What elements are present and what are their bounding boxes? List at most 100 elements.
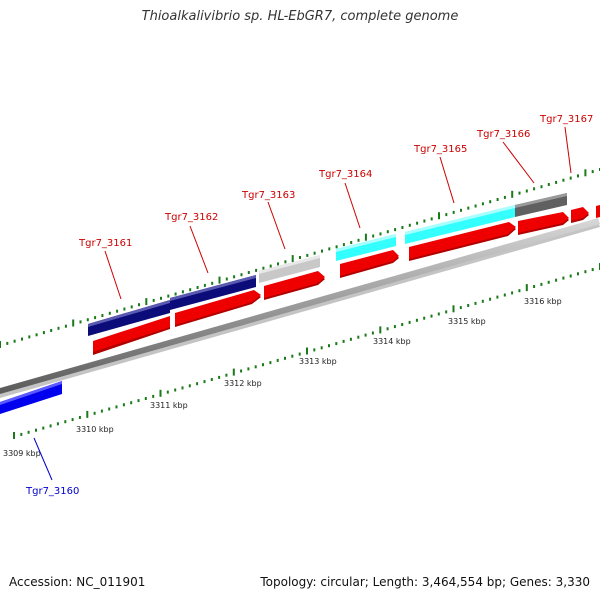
- minor-tick: [247, 367, 250, 371]
- gene-label[interactable]: Tgr7_3160: [25, 486, 79, 497]
- minor-tick: [115, 405, 118, 409]
- minor-tick: [371, 331, 374, 335]
- minor-tick: [189, 288, 192, 292]
- gene-label[interactable]: Tgr7_3165: [413, 144, 467, 155]
- gene-label[interactable]: Tgr7_3166: [476, 129, 530, 140]
- minor-tick: [452, 210, 455, 214]
- cds-arrow: [409, 222, 516, 259]
- major-tick: [452, 305, 455, 313]
- minor-tick: [225, 277, 228, 281]
- position-scale-labels: 3309 kbp 3310 kbp 3311 kbp 3312 kbp 3313…: [3, 297, 562, 458]
- major-tick: [364, 233, 367, 241]
- minor-tick: [247, 271, 250, 274]
- minor-tick: [299, 256, 301, 259]
- minor-tick: [166, 390, 169, 394]
- minor-tick: [328, 247, 331, 251]
- gene-bar-highlight: [405, 205, 515, 235]
- minor-tick: [415, 318, 418, 322]
- minor-tick: [342, 339, 345, 343]
- major-tick: [145, 298, 148, 306]
- leader-tgr7-3162: [189, 225, 209, 274]
- minor-tick: [6, 341, 9, 345]
- minor-tick: [28, 335, 31, 339]
- minor-tick: [584, 270, 587, 274]
- minor-tick: [64, 324, 67, 328]
- minor-tick: [108, 407, 111, 411]
- minor-tick: [86, 318, 89, 322]
- minor-tick: [269, 361, 272, 365]
- minor-tick: [474, 301, 477, 305]
- gene-label[interactable]: Tgr7_3164: [318, 169, 372, 180]
- minor-tick: [42, 331, 45, 335]
- minor-tick: [569, 176, 572, 180]
- position-label: 3311 kbp: [150, 401, 188, 410]
- minor-tick: [393, 325, 396, 329]
- minor-tick: [42, 426, 45, 430]
- major-tick: [525, 284, 528, 292]
- minor-tick: [93, 411, 96, 415]
- minor-tick: [496, 198, 499, 201]
- minor-tick: [437, 312, 440, 316]
- minor-tick: [174, 292, 177, 296]
- cds-arrow: [518, 212, 569, 233]
- minor-tick: [320, 346, 323, 350]
- major-tick: [218, 276, 221, 284]
- leader-tgr7-3164: [344, 182, 361, 229]
- minor-tick: [518, 191, 521, 195]
- cds-arrow: [596, 205, 600, 218]
- position-label: 3309 kbp: [3, 449, 41, 458]
- minor-tick: [591, 170, 594, 174]
- minor-tick: [364, 333, 367, 337]
- minor-tick: [321, 249, 323, 253]
- minor-tick: [562, 178, 565, 182]
- minor-tick: [35, 428, 37, 432]
- minor-tick: [196, 382, 199, 386]
- minor-tick: [489, 200, 492, 204]
- minor-tick: [210, 378, 213, 381]
- minor-tick: [181, 290, 184, 294]
- topology-text: Topology: circular; Length: 3,464,554 bp…: [260, 575, 590, 589]
- minor-tick: [372, 234, 375, 238]
- minor-tick: [50, 329, 53, 332]
- minor-tick: [525, 189, 528, 193]
- accession-text: Accession: NC_011901: [9, 575, 146, 589]
- minor-tick: [130, 305, 133, 309]
- minor-tick: [298, 352, 301, 356]
- position-label: 3310 kbp: [76, 425, 114, 434]
- minor-tick: [313, 348, 316, 352]
- gene-label[interactable]: Tgr7_3162: [164, 212, 218, 223]
- major-tick: [511, 190, 514, 198]
- position-label: 3315 kbp: [448, 317, 486, 326]
- minor-tick: [569, 274, 572, 278]
- position-label: 3313 kbp: [299, 357, 337, 366]
- major-tick: [584, 169, 587, 177]
- minor-tick: [401, 323, 404, 326]
- minor-tick: [555, 180, 558, 184]
- gene-label[interactable]: Tgr7_3161: [78, 238, 132, 249]
- minor-tick: [203, 283, 206, 287]
- major-tick: [0, 341, 1, 348]
- minor-tick: [276, 358, 279, 362]
- minor-tick: [445, 213, 448, 217]
- minor-tick: [394, 228, 397, 232]
- minor-tick: [335, 245, 338, 249]
- minor-tick: [71, 418, 74, 422]
- minor-tick: [35, 333, 38, 337]
- minor-tick: [416, 221, 419, 225]
- minor-tick: [78, 416, 81, 419]
- gene-bar-highlight: [170, 275, 256, 301]
- gene-label[interactable]: Tgr7_3167: [539, 114, 593, 125]
- minor-tick: [518, 289, 521, 293]
- minor-tick: [386, 230, 389, 234]
- minor-tick: [591, 268, 594, 272]
- minor-tick: [100, 409, 103, 413]
- minor-tick: [137, 399, 140, 403]
- gene-label[interactable]: Tgr7_3163: [241, 190, 295, 201]
- minor-tick: [130, 401, 133, 405]
- cds-arrow: [93, 316, 170, 352]
- minor-tick: [386, 327, 389, 331]
- minor-tick: [306, 253, 309, 257]
- minor-tick: [181, 386, 184, 390]
- major-tick: [306, 347, 308, 355]
